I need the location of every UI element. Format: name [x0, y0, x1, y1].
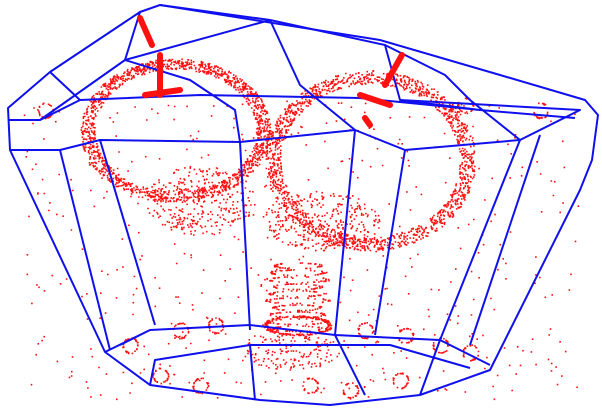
outer-hull: [7, 4, 599, 406]
bottom-ring: [104, 324, 491, 401]
marker-right: [357, 52, 405, 128]
markers: [137, 15, 405, 128]
point-cloud: [23, 58, 580, 401]
top-ring: [8, 19, 581, 151]
wireframe: [7, 4, 599, 406]
marker-left: [137, 15, 183, 98]
vertical-edges: [59, 129, 541, 351]
upper-ring: [39, 4, 576, 143]
